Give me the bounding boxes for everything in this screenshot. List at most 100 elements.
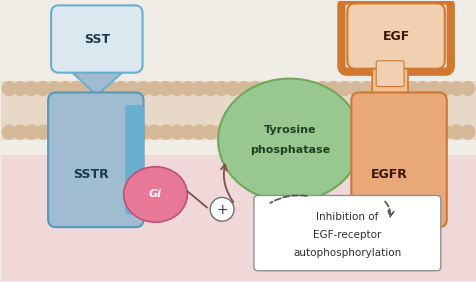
Circle shape: [315, 125, 328, 139]
FancyBboxPatch shape: [376, 61, 403, 87]
Circle shape: [58, 125, 72, 139]
FancyBboxPatch shape: [351, 92, 446, 227]
Circle shape: [181, 81, 195, 95]
Polygon shape: [64, 65, 130, 95]
Circle shape: [382, 125, 396, 139]
Circle shape: [226, 125, 239, 139]
FancyBboxPatch shape: [48, 92, 143, 227]
Circle shape: [192, 125, 206, 139]
Text: autophosphorylation: autophosphorylation: [293, 248, 401, 258]
Circle shape: [192, 81, 206, 95]
Circle shape: [404, 125, 418, 139]
Text: EGF: EGF: [382, 30, 409, 43]
Circle shape: [69, 81, 83, 95]
Circle shape: [270, 81, 284, 95]
Circle shape: [292, 81, 306, 95]
Circle shape: [148, 125, 161, 139]
Circle shape: [125, 125, 139, 139]
Circle shape: [25, 81, 39, 95]
Circle shape: [80, 81, 94, 95]
Circle shape: [2, 125, 16, 139]
Ellipse shape: [123, 167, 187, 222]
Text: Gi: Gi: [149, 190, 162, 199]
Circle shape: [159, 81, 172, 95]
Bar: [1, 81, 475, 140]
FancyBboxPatch shape: [1, 155, 475, 281]
Circle shape: [359, 125, 373, 139]
Circle shape: [337, 125, 351, 139]
Circle shape: [248, 81, 262, 95]
Circle shape: [393, 81, 407, 95]
Text: SST: SST: [84, 32, 109, 45]
Circle shape: [448, 81, 463, 95]
Circle shape: [91, 125, 106, 139]
Circle shape: [382, 81, 396, 95]
Circle shape: [304, 81, 317, 95]
Circle shape: [103, 81, 117, 95]
Circle shape: [437, 81, 451, 95]
Circle shape: [170, 81, 184, 95]
Circle shape: [426, 81, 440, 95]
Circle shape: [415, 81, 429, 95]
Circle shape: [80, 125, 94, 139]
Circle shape: [2, 81, 16, 95]
Circle shape: [136, 125, 150, 139]
Circle shape: [210, 197, 234, 221]
FancyBboxPatch shape: [371, 56, 407, 103]
Circle shape: [47, 125, 61, 139]
FancyBboxPatch shape: [253, 195, 440, 271]
Circle shape: [159, 125, 172, 139]
Circle shape: [460, 81, 474, 95]
Circle shape: [370, 125, 385, 139]
Circle shape: [214, 125, 228, 139]
Circle shape: [181, 125, 195, 139]
Circle shape: [281, 125, 295, 139]
Circle shape: [203, 81, 217, 95]
Circle shape: [226, 81, 239, 95]
Circle shape: [214, 81, 228, 95]
Circle shape: [125, 81, 139, 95]
Circle shape: [415, 125, 429, 139]
Circle shape: [248, 125, 262, 139]
FancyBboxPatch shape: [347, 3, 444, 69]
FancyBboxPatch shape: [51, 5, 142, 73]
Circle shape: [13, 81, 28, 95]
Circle shape: [281, 81, 295, 95]
Text: SSTR: SSTR: [73, 168, 109, 181]
Circle shape: [103, 125, 117, 139]
Text: EGFR: EGFR: [370, 168, 407, 181]
Circle shape: [326, 125, 340, 139]
Circle shape: [460, 125, 474, 139]
Circle shape: [304, 125, 317, 139]
Circle shape: [69, 125, 83, 139]
Circle shape: [370, 81, 385, 95]
Circle shape: [393, 125, 407, 139]
Circle shape: [359, 81, 373, 95]
Circle shape: [114, 125, 128, 139]
Circle shape: [270, 125, 284, 139]
Circle shape: [36, 125, 50, 139]
Circle shape: [437, 125, 451, 139]
Ellipse shape: [218, 79, 360, 201]
Circle shape: [259, 81, 273, 95]
Circle shape: [237, 125, 250, 139]
Circle shape: [36, 81, 50, 95]
Circle shape: [58, 81, 72, 95]
Circle shape: [292, 125, 306, 139]
Circle shape: [404, 81, 418, 95]
Circle shape: [348, 81, 362, 95]
Text: phosphatase: phosphatase: [249, 145, 329, 155]
Circle shape: [237, 81, 250, 95]
Text: Tyrosine: Tyrosine: [263, 125, 315, 135]
Circle shape: [326, 81, 340, 95]
Circle shape: [170, 125, 184, 139]
Text: +: +: [216, 203, 228, 217]
Circle shape: [148, 81, 161, 95]
Circle shape: [114, 81, 128, 95]
Circle shape: [47, 81, 61, 95]
Circle shape: [348, 125, 362, 139]
FancyBboxPatch shape: [125, 105, 143, 214]
Circle shape: [25, 125, 39, 139]
Circle shape: [91, 81, 106, 95]
Text: EGF-receptor: EGF-receptor: [313, 230, 381, 240]
